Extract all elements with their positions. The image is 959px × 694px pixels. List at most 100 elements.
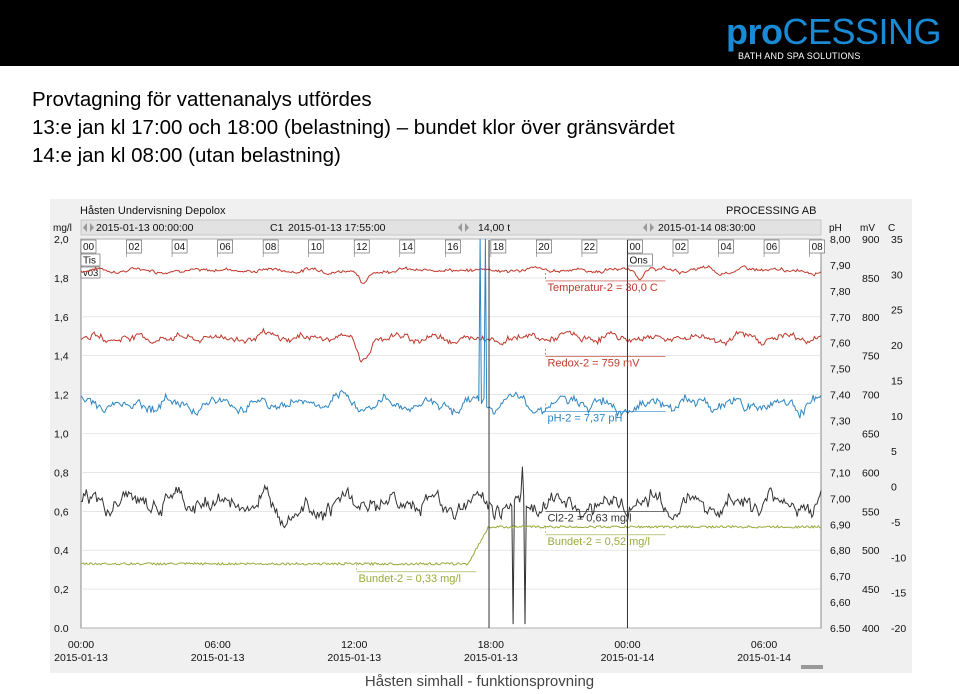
chart-company: PROCESSING AB — [726, 205, 816, 217]
series-line-redox-2 — [80, 327, 822, 363]
zoom-right-icon[interactable] — [465, 223, 469, 232]
week-label-box — [80, 266, 101, 279]
hour-tick-box — [217, 239, 233, 254]
hour-tick-box — [763, 239, 780, 254]
y-tick-mgl: 0,8 — [54, 467, 69, 479]
y-tick-mgl: 1,4 — [54, 351, 69, 363]
footer-caption: Håsten simhall - funktionsprovning — [364, 673, 595, 690]
y-tick-c: 15 — [891, 375, 903, 387]
y-tick-mgl: 1,2 — [54, 390, 69, 402]
scrollbar-thumb[interactable] — [801, 665, 823, 669]
y-axis-mv: 900 850 800 750 700 650 600 550 500 450 400 — [862, 234, 880, 635]
y-tick-ph: 7,30 — [830, 416, 851, 428]
x-tick-time: 06:00 — [204, 639, 230, 651]
hour-tick-label: 08 — [265, 242, 277, 253]
x-tick-time: 06:00 — [751, 639, 777, 651]
annotation-label: pH-2 = 7,37 pH — [547, 413, 622, 425]
y-tick-mgl: 1,8 — [54, 273, 69, 285]
y-tick-c: 10 — [891, 411, 903, 423]
hour-tick-box — [171, 239, 188, 254]
y-tick-mv: 900 — [862, 234, 880, 246]
annotation-label: Cl2-2 = 0,63 mg/l — [547, 513, 631, 525]
y-axis-c: 35 30 25 20 15 10 5 0 -5 -10 -15 -20 — [891, 234, 906, 635]
hour-tick-box — [536, 239, 552, 254]
axis-unit-mgl: mg/l — [53, 223, 72, 234]
hour-tick-label: 06 — [766, 242, 778, 253]
hour-tick-box — [399, 239, 416, 254]
x-tick-date: 2015-01-13 — [464, 652, 518, 664]
hour-tick-label: 12 — [356, 242, 368, 253]
annotation-label: Bundet-2 = 0,33 mg/l — [359, 573, 461, 585]
y-tick-mv: 400 — [862, 623, 880, 635]
hour-tick-label: 00 — [629, 242, 641, 253]
week-label: v03 — [83, 268, 98, 279]
y-axis-mgl: 2,0 1,8 1,6 1,4 1,2 1,0 0,8 0,6 0,4 0,2 0.0 — [54, 234, 69, 635]
axis-unit-ph: pH — [829, 223, 842, 234]
y-tick-mgl: 0,4 — [54, 545, 69, 557]
top-bar: proCESSING BATH AND SPA SOLUTIONS — [0, 0, 959, 66]
y-tick-ph: 6,80 — [830, 545, 851, 557]
x-axis: 00:002015-01-1306:002015-01-1312:002015-… — [54, 639, 791, 664]
y-tick-mv: 650 — [862, 429, 880, 441]
y-tick-c: 0 — [891, 482, 897, 494]
x-tick-date: 2015-01-14 — [737, 652, 791, 664]
y-tick-ph: 7,90 — [830, 260, 851, 272]
annotation-label: Bundet-2 = 0,52 mg/l — [547, 536, 649, 548]
series-line-bundet-2 — [80, 524, 822, 566]
trend-chart[interactable]: Håsten Undervisning Depolox PROCESSING A… — [50, 199, 912, 673]
time-toolbar[interactable]: 2015-01-13 00:00:00 C1 2015-01-13 17:55:… — [80, 219, 822, 236]
day-label: Tis — [83, 256, 96, 267]
hour-tick-label: 22 — [584, 242, 596, 253]
trend-chart-svg[interactable]: Håsten Undervisning Depolox PROCESSING A… — [50, 199, 912, 673]
hour-tick-label: 02 — [675, 242, 687, 253]
hour-tick-label: 06 — [220, 242, 232, 253]
chart-title: Håsten Undervisning Depolox — [80, 205, 226, 217]
logo-pro: pro — [725, 11, 783, 52]
y-tick-ph: 6,90 — [830, 519, 851, 531]
y-tick-ph: 7,00 — [830, 493, 851, 505]
hour-tick-label: 02 — [129, 242, 141, 253]
y-tick-mgl: 1,6 — [54, 312, 69, 324]
y-tick-ph: 7,40 — [830, 390, 851, 402]
y-tick-ph: 7,50 — [830, 364, 851, 376]
axis-unit-c: C — [888, 223, 895, 234]
y-tick-ph: 7,10 — [830, 467, 851, 479]
y-tick-mv: 600 — [862, 467, 880, 479]
cursors[interactable] — [488, 240, 628, 628]
end-right-icon[interactable] — [650, 223, 654, 232]
y-tick-mgl: 1,0 — [54, 429, 69, 441]
series — [80, 238, 822, 625]
hour-tick-box — [718, 239, 734, 254]
end-left-icon[interactable] — [643, 223, 647, 232]
y-tick-ph: 7,80 — [830, 286, 851, 298]
processing-logo: proCESSING BATH AND SPA SOLUTIONS — [725, 11, 942, 62]
y-tick-c: 5 — [891, 446, 897, 458]
y-tick-mgl: 0,2 — [54, 584, 69, 596]
zoom-left-icon[interactable] — [458, 223, 462, 232]
hour-tick-box — [126, 239, 142, 254]
y-tick-c: -20 — [891, 623, 906, 635]
scroll-right-icon[interactable] — [90, 223, 94, 232]
x-tick-time: 00:00 — [614, 639, 640, 651]
y-tick-c: 25 — [891, 305, 903, 317]
hour-tick-box — [353, 239, 370, 254]
y-tick-c: 35 — [891, 234, 903, 246]
y-tick-mgl: 0,6 — [54, 506, 69, 518]
toolbar-cursor-time: 2015-01-13 17:55:00 — [288, 222, 386, 234]
hour-tick-label: 00 — [83, 242, 95, 253]
hour-tick-label: 20 — [538, 242, 550, 253]
y-tick-mv: 750 — [862, 351, 880, 363]
scroll-left-icon[interactable] — [83, 223, 87, 232]
day-label-box — [80, 253, 101, 267]
day-label: Ons — [629, 256, 647, 267]
y-tick-c: -5 — [891, 517, 900, 529]
y-tick-mv: 850 — [862, 273, 880, 285]
headline-line-3: 14:e jan kl 08:00 (utan belastning) — [32, 144, 341, 167]
hour-tick-label: 04 — [721, 242, 733, 253]
y-tick-mgl: 2,0 — [54, 234, 69, 246]
x-tick-date: 2015-01-13 — [54, 652, 108, 664]
hour-tick-box — [490, 239, 507, 254]
hour-tick-box — [308, 239, 324, 254]
series-line-ph-2 — [80, 238, 822, 419]
logo-tagline: BATH AND SPA SOLUTIONS — [737, 51, 861, 61]
